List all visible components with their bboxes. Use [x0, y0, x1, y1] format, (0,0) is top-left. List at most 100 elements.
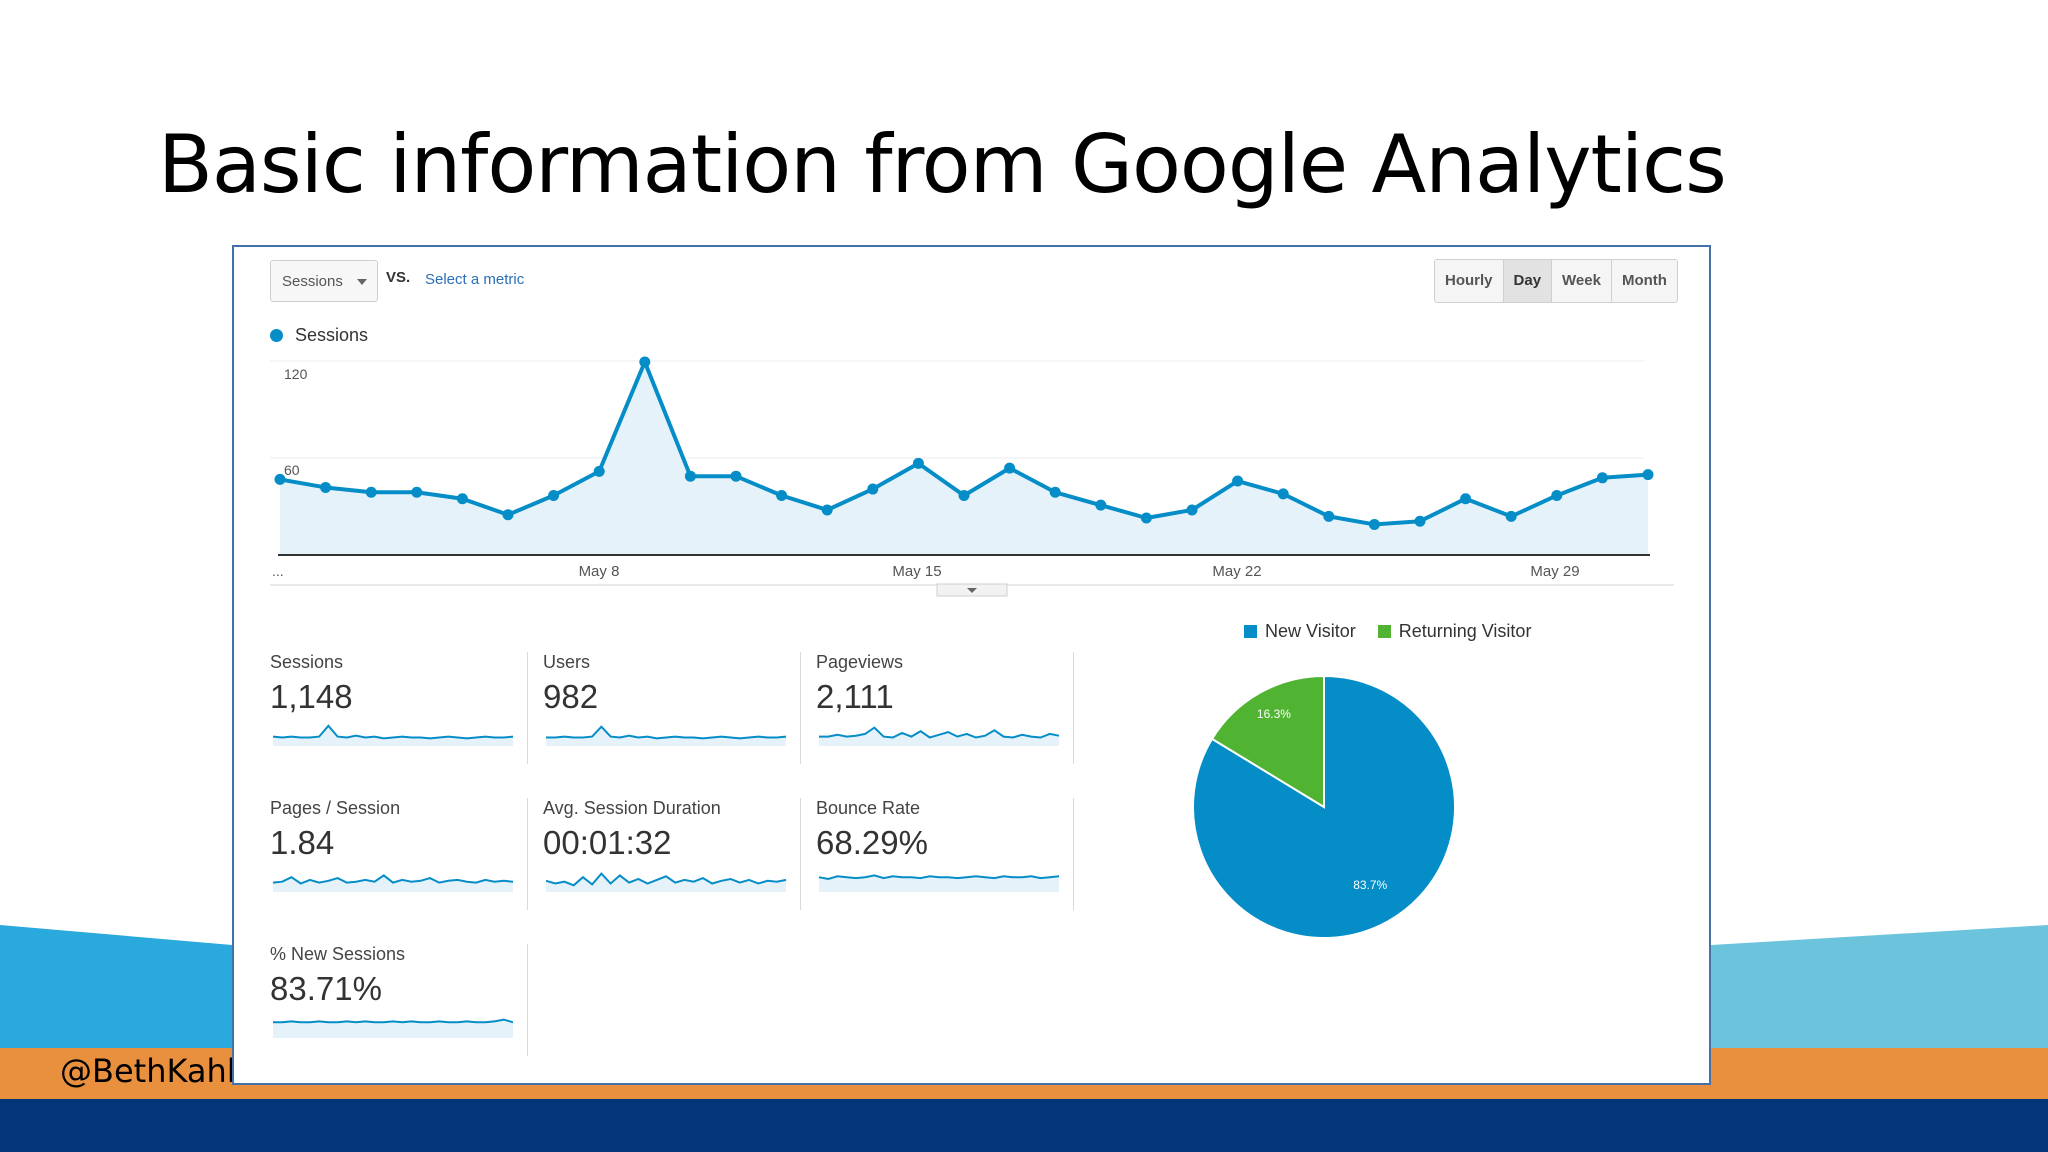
pie-slice [1210, 674, 1325, 809]
sparkline-area [819, 727, 1059, 746]
data-point [593, 465, 605, 477]
series-legend: Sessions [270, 325, 368, 346]
analytics-panel: Sessions VS. Select a metric Hourly Day … [232, 245, 1711, 1085]
chart-series [270, 356, 1674, 586]
data-point [365, 486, 377, 498]
data-point [1186, 504, 1198, 516]
sparkline-area [546, 873, 786, 892]
x-tick-label: May 29 [1530, 563, 1579, 580]
visitor-pie-chart: 83.7% 16.3% [1192, 674, 1456, 939]
sparkline [272, 874, 514, 892]
data-point [1140, 512, 1152, 524]
month-button[interactable]: Month [1610, 260, 1677, 302]
sparkline-line [545, 872, 787, 887]
metric-card-bounce-rate[interactable]: Bounce Rate 68.29% [816, 798, 1074, 910]
data-point [1368, 518, 1380, 530]
sparkline-line [819, 726, 1060, 739]
data-point [274, 473, 286, 485]
sparkline-line [273, 1018, 514, 1024]
metric-value: 1,148 [270, 678, 353, 715]
data-point [912, 457, 924, 469]
pie-legend: New Visitor Returning Visitor [1244, 621, 1553, 642]
sparkline [819, 726, 1060, 746]
x-tick-label: May 8 [579, 563, 620, 580]
metric-card-pages-per-session[interactable]: Pages / Session 1.84 [270, 798, 528, 910]
vs-label: VS. [386, 269, 411, 286]
data-point [958, 489, 970, 501]
legend-item-returning-visitor[interactable]: Returning Visitor [1377, 621, 1532, 642]
series-legend-label: Sessions [295, 325, 369, 345]
slide-title: Basic information from Google Analytics [158, 118, 1727, 211]
data-point [684, 470, 696, 482]
metric-card-sessions[interactable]: Sessions 1,148 [270, 652, 528, 764]
metric-value: 1.84 [270, 824, 335, 861]
data-point [1596, 472, 1608, 484]
metric-value: 68.29% [816, 824, 928, 861]
sparkline [546, 725, 787, 746]
data-point [1004, 462, 1016, 474]
x-tick-label: May 15 [892, 563, 941, 580]
data-point [1460, 493, 1472, 505]
data-point [1277, 488, 1289, 500]
new-visitor-swatch [1244, 625, 1257, 638]
y-tick-label: 120 [284, 366, 308, 382]
pie-slice-label: 83.7% [1353, 878, 1387, 892]
legend-label: Returning Visitor [1398, 621, 1532, 641]
data-point [320, 481, 332, 493]
right-blue-band [1711, 925, 2048, 1050]
sparkline-line [272, 874, 514, 885]
data-point [548, 489, 560, 501]
caret-down-icon [967, 588, 977, 593]
metric-card-users[interactable]: Users 982 [543, 652, 801, 764]
week-button[interactable]: Week [1551, 260, 1611, 302]
data-point [502, 509, 514, 521]
legend-item-new-visitor[interactable]: New Visitor [1244, 621, 1356, 642]
pie-slice-label: 16.3% [1257, 707, 1291, 721]
series-dot-icon [270, 329, 283, 342]
metric-label: Sessions [270, 652, 344, 672]
sparkline-area [273, 725, 513, 746]
metric-label: % New Sessions [270, 944, 406, 964]
granularity-toggle: Hourly Day Week Month [1434, 259, 1678, 303]
chevron-down-icon [357, 279, 367, 285]
data-point [411, 486, 423, 498]
select-metric-link[interactable]: Select a metric [425, 271, 525, 288]
metric-card-pageviews[interactable]: Pageviews 2,111 [816, 652, 1074, 764]
metric-dropdown[interactable]: Sessions [270, 260, 378, 302]
data-point [1505, 510, 1517, 522]
data-point [639, 356, 651, 368]
returning-visitor-swatch [1377, 625, 1391, 638]
chart-grid [270, 360, 1644, 459]
metric-dropdown-label: Sessions [282, 273, 343, 290]
sparkline-area [819, 875, 1059, 892]
left-blue-band [0, 925, 232, 1050]
data-point [1095, 499, 1107, 511]
sessions-line-chart: 120 60 ... May 8 May 15 May 22 May 29 [270, 356, 1674, 597]
sparkline-area [546, 726, 786, 746]
metric-label: Bounce Rate [816, 798, 921, 818]
data-point [1642, 469, 1654, 481]
day-button[interactable]: Day [1502, 260, 1552, 302]
data-point [456, 493, 468, 505]
metric-value: 83.71% [270, 970, 382, 1007]
data-point [1551, 489, 1563, 501]
x-tick-label: ... [272, 563, 284, 579]
author-handle: @BethKahl [60, 1052, 236, 1090]
metric-card-avg-session-duration[interactable]: Avg. Session Duration 00:01:32 [543, 798, 801, 910]
metric-value: 2,111 [816, 678, 894, 715]
hourly-button[interactable]: Hourly [1435, 260, 1503, 302]
data-point [1049, 486, 1061, 498]
y-tick-label: 60 [284, 462, 300, 478]
data-point [821, 504, 833, 516]
legend-label: New Visitor [1265, 621, 1356, 641]
sparkline-line [818, 874, 1060, 881]
data-point [776, 489, 788, 501]
sparkline [818, 874, 1060, 892]
metric-label: Users [543, 652, 591, 672]
x-tick-label: May 22 [1212, 563, 1261, 580]
sparkline-line [272, 724, 514, 740]
metric-label: Avg. Session Duration [543, 798, 721, 818]
metric-card-new-sessions[interactable]: % New Sessions 83.71% [270, 944, 528, 1056]
navy-band [0, 1099, 2048, 1152]
sparkline [273, 1018, 514, 1038]
